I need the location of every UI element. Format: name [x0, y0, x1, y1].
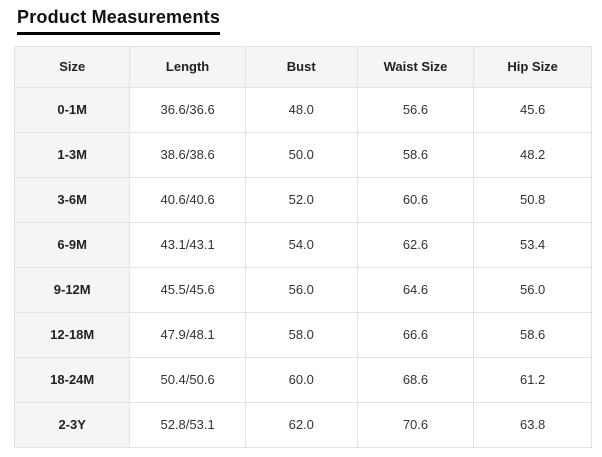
cell-bust: 62.0 — [244, 401, 358, 448]
cell-waist: 68.6 — [356, 356, 475, 403]
cell-waist: 66.6 — [356, 311, 475, 358]
table-header-row: Size Length Bust Waist Size Hip Size — [13, 45, 592, 88]
cell-bust: 60.0 — [244, 356, 358, 403]
cell-waist: 58.6 — [356, 131, 475, 178]
cell-bust: 54.0 — [244, 221, 358, 268]
cell-bust: 56.0 — [244, 266, 358, 313]
table-row: 3-6M 40.6/40.6 52.0 60.6 50.8 — [13, 176, 592, 223]
cell-length: 38.6/38.6 — [129, 131, 246, 178]
cell-hip: 50.8 — [473, 176, 592, 223]
cell-bust: 50.0 — [244, 131, 358, 178]
cell-hip: 53.4 — [473, 221, 592, 268]
cell-waist: 56.6 — [356, 86, 475, 133]
cell-size: 2-3Y — [13, 401, 131, 448]
cell-length: 36.6/36.6 — [129, 86, 246, 133]
measurements-table: Size Length Bust Waist Size Hip Size 0-1… — [13, 45, 592, 448]
page-title: Product Measurements — [17, 7, 221, 35]
column-header-waist-size: Waist Size — [356, 45, 475, 88]
cell-length: 45.5/45.6 — [129, 266, 246, 313]
cell-bust: 58.0 — [244, 311, 358, 358]
cell-hip: 45.6 — [473, 86, 592, 133]
cell-length: 43.1/43.1 — [129, 221, 246, 268]
cell-size: 0-1M — [13, 86, 131, 133]
cell-size: 18-24M — [13, 356, 131, 403]
cell-length: 47.9/48.1 — [129, 311, 246, 358]
cell-size: 6-9M — [13, 221, 131, 268]
cell-size: 12-18M — [13, 311, 131, 358]
cell-bust: 52.0 — [244, 176, 358, 223]
table-row: 6-9M 43.1/43.1 54.0 62.6 53.4 — [13, 221, 592, 268]
cell-size: 1-3M — [13, 131, 131, 178]
cell-waist: 60.6 — [356, 176, 475, 223]
cell-waist: 70.6 — [356, 401, 475, 448]
table-row: 2-3Y 52.8/53.1 62.0 70.6 63.8 — [13, 401, 592, 448]
table-row: 9-12M 45.5/45.6 56.0 64.6 56.0 — [13, 266, 592, 313]
cell-hip: 56.0 — [473, 266, 592, 313]
cell-size: 3-6M — [13, 176, 131, 223]
cell-hip: 61.2 — [473, 356, 592, 403]
cell-size: 9-12M — [13, 266, 131, 313]
cell-bust: 48.0 — [244, 86, 358, 133]
cell-length: 40.6/40.6 — [129, 176, 246, 223]
cell-waist: 64.6 — [356, 266, 475, 313]
cell-length: 52.8/53.1 — [129, 401, 246, 448]
table-row: 1-3M 38.6/38.6 50.0 58.6 48.2 — [13, 131, 592, 178]
column-header-bust: Bust — [244, 45, 358, 88]
cell-length: 50.4/50.6 — [129, 356, 246, 403]
table-row: 18-24M 50.4/50.6 60.0 68.6 61.2 — [13, 356, 592, 403]
table-row: 12-18M 47.9/48.1 58.0 66.6 58.6 — [13, 311, 592, 358]
cell-waist: 62.6 — [356, 221, 475, 268]
column-header-length: Length — [129, 45, 246, 88]
cell-hip: 58.6 — [473, 311, 592, 358]
cell-hip: 48.2 — [473, 131, 592, 178]
column-header-size: Size — [13, 45, 131, 88]
column-header-hip-size: Hip Size — [473, 45, 592, 88]
cell-hip: 63.8 — [473, 401, 592, 448]
table-row: 0-1M 36.6/36.6 48.0 56.6 45.6 — [13, 86, 592, 133]
